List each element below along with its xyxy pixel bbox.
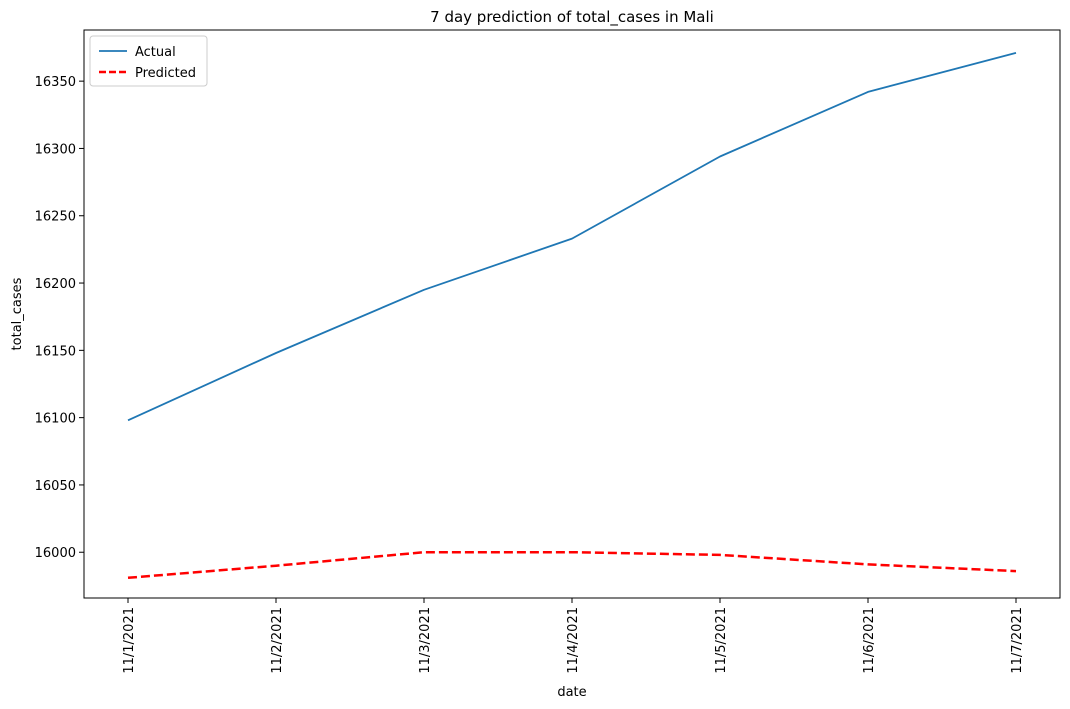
y-tick-label-7: 16350 bbox=[35, 75, 76, 90]
legend-label-predicted: Predicted bbox=[135, 66, 196, 81]
series-line-actual bbox=[127, 52, 1017, 422]
x-axis-label: date bbox=[557, 685, 586, 700]
x-axis: 11/1/2021 11/2/2021 11/3/2021 11/4/2021 11/5… bbox=[122, 598, 1025, 674]
y-axis: 16000 16050 16100 16150 16200 16250 16300 16350 bbox=[35, 75, 84, 561]
y-tick-label-2: 16100 bbox=[35, 412, 76, 427]
y-tick-label-5: 16250 bbox=[35, 210, 76, 225]
y-tick-label-3: 16150 bbox=[35, 344, 76, 359]
legend-label-actual: Actual bbox=[135, 45, 176, 60]
x-tick-label-4: 11/5/2021 bbox=[714, 607, 729, 674]
x-tick-label-5: 11/6/2021 bbox=[862, 607, 877, 674]
x-tick-label-3: 11/4/2021 bbox=[566, 607, 581, 674]
series-layer bbox=[127, 52, 1017, 580]
x-tick-label-1: 11/2/2021 bbox=[270, 607, 285, 674]
x-tick-label-2: 11/3/2021 bbox=[418, 607, 433, 674]
x-tick-label-6: 11/7/2021 bbox=[1010, 607, 1025, 674]
y-tick-label-4: 16200 bbox=[35, 277, 76, 292]
series-line-predicted bbox=[127, 550, 1017, 580]
legend-box bbox=[89, 35, 208, 87]
y-tick-label-0: 16000 bbox=[35, 546, 76, 561]
plot-area bbox=[83, 29, 1061, 599]
legend: Actual Predicted bbox=[89, 35, 208, 87]
y-tick-label-6: 16300 bbox=[35, 142, 76, 157]
chart-title: 7 day prediction of total_cases in Mali bbox=[430, 8, 714, 27]
x-tick-label-0: 11/1/2021 bbox=[122, 607, 137, 674]
y-axis-label: total_cases bbox=[10, 277, 25, 350]
y-tick-label-1: 16050 bbox=[35, 479, 76, 494]
